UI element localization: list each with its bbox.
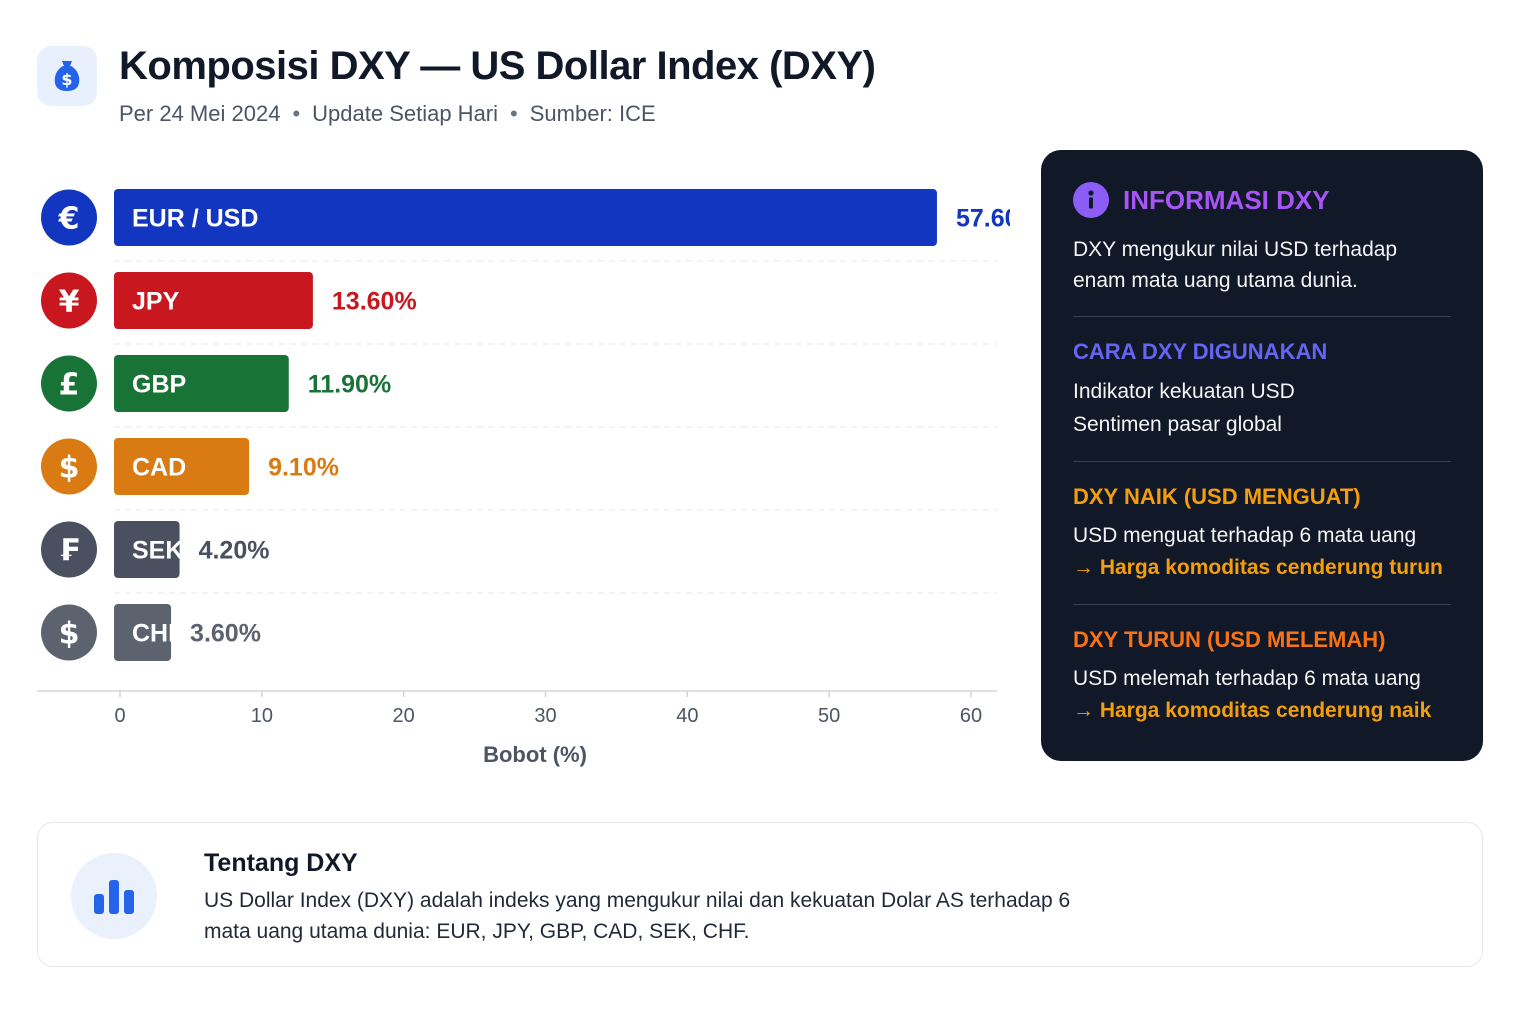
page-subtitle: Per 24 Mei 2024 • Update Setiap Hari • Sumbe… [119,101,656,127]
info-panel: INFORMASI DXY DXY mengukur nilai USD ter… [1041,150,1483,761]
update-text: Update Setiap Hari [312,101,499,126]
about-text: US Dollar Index (DXY) adalah indeks yang… [204,889,1071,943]
x-tick-label: 20 [393,705,415,727]
currency-symbol: £ [59,368,80,403]
divider [1073,604,1451,605]
divider [1073,316,1451,317]
dollar-tag-icon: $ [37,46,97,106]
currency-symbol: ¥ [59,285,80,320]
x-tick-label: 50 [818,705,840,727]
bar [114,521,180,578]
value-label: 11.90% [308,371,391,399]
divider [1073,461,1451,462]
bar [114,189,937,246]
down-title: DXY TURUN (USD MELEMAH) [1073,627,1386,652]
page-title: Komposisi DXY — US Dollar Index (DXY) [119,44,876,88]
currency-icon [41,604,97,661]
value-label: 13.60% [332,288,417,316]
bar-label: GBP [132,371,186,399]
currency-symbol: $ [59,451,80,486]
bar-label: CAD [132,454,186,482]
about-card: Tentang DXY US Dollar Index (DXY) adalah… [37,822,1483,967]
usage-title: CARA DXY DIGUNAKAN [1073,339,1328,364]
x-tick-label: 10 [251,705,273,727]
up-text: USD menguat terhadap 6 mata uang [1073,524,1417,547]
down-effect: → Harga komoditas cenderung naik [1073,699,1432,722]
x-tick-label: 30 [534,705,556,727]
bar [114,604,172,661]
bar-chart-icon [71,853,157,939]
currency-icon [41,189,97,246]
value-label: 4.20% [199,537,270,565]
bar-label: EUR / USD [132,205,258,233]
currency-icon [41,355,97,412]
x-tick-label: 60 [960,705,982,727]
usage-line: Sentimen pasar global [1073,413,1282,436]
svg-text:$: $ [61,70,72,89]
bar [114,272,313,329]
separator: • [292,101,301,126]
separator: • [510,101,518,126]
usage-line: Indikator kekuatan USD [1073,380,1295,403]
bar-label: SEK [132,537,183,565]
about-title: Tentang DXY [204,849,358,877]
x-axis-title: Bobot (%) [483,742,587,767]
currency-symbol: ₣ [59,534,80,569]
bar-label: JPY [132,288,180,316]
value-label: 57.60% [956,205,1010,233]
down-text: USD melemah terhadap 6 mata uang [1073,667,1421,690]
bar-label: CHF [132,620,183,648]
value-label: 3.60% [190,620,261,648]
currency-icon [41,521,97,578]
value-label: 9.10% [268,454,339,482]
up-title: DXY NAIK (USD MENGUAT) [1073,484,1361,509]
info-header: INFORMASI DXY [1073,182,1451,218]
date-text: Per 24 Mei 2024 [119,101,281,126]
currency-icon [41,438,97,495]
currency-symbol: € [58,202,80,237]
up-effect: → Harga komoditas cenderung turun [1073,556,1443,579]
source-text: Sumber: ICE [529,101,656,126]
bar [114,355,289,412]
info-intro: DXY mengukur nilai USD terhadap enam mat… [1073,238,1398,292]
bar [114,438,250,495]
info-icon [1073,182,1109,218]
weight-bar-chart: € EUR / USD 57.60% ¥ JPY 13.60% £ GBP 11.90% $ CAD… [37,189,1010,767]
currency-icon [41,272,97,329]
currency-symbol: $ [59,617,80,652]
x-tick-label: 0 [114,705,125,727]
info-title: INFORMASI DXY [1123,184,1330,215]
x-tick-label: 40 [676,705,698,727]
